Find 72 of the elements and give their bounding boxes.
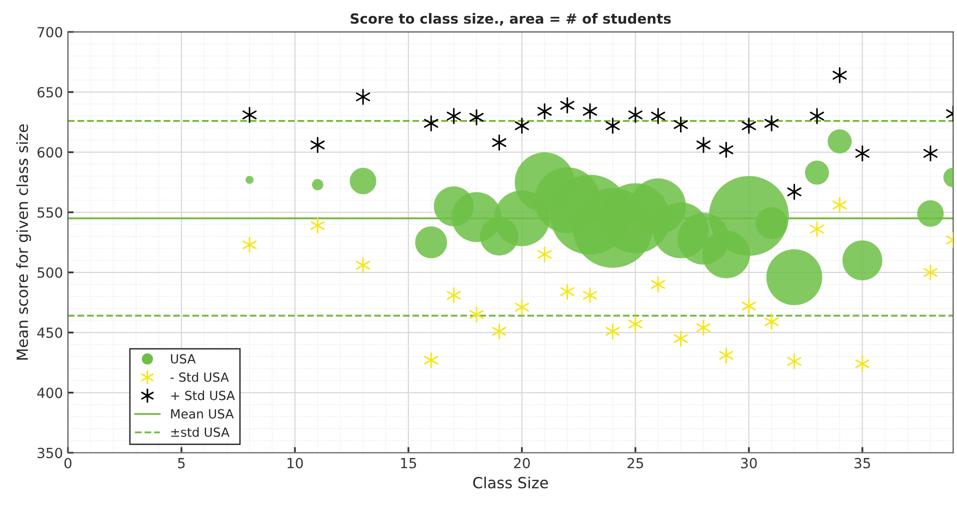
point	[469, 109, 484, 126]
legend-label: + Std USA	[171, 390, 235, 400]
legend-label: USA	[171, 354, 196, 364]
x-tick-label: 20	[514, 458, 530, 468]
point	[582, 103, 598, 120]
x-tick-label: 0	[64, 458, 72, 468]
y-axis-title: Mean score for given class size	[16, 124, 32, 360]
point	[832, 197, 847, 214]
point	[674, 330, 688, 347]
point	[560, 97, 574, 114]
point	[855, 145, 870, 162]
y-tick-label: 650	[38, 87, 62, 98]
point	[674, 116, 688, 133]
point	[356, 88, 370, 105]
legend-label: Mean USA	[171, 409, 234, 419]
point	[310, 136, 325, 154]
point	[787, 184, 802, 200]
x-tick-label: 15	[401, 458, 416, 468]
point	[696, 320, 711, 336]
x-tick-label: 5	[178, 458, 185, 468]
point	[764, 314, 779, 330]
point	[606, 323, 620, 340]
point	[628, 106, 642, 123]
point	[742, 118, 756, 134]
point	[424, 352, 438, 368]
point	[787, 353, 802, 370]
point	[310, 217, 325, 234]
x-tick-label: 10	[288, 458, 303, 468]
y-tick-label: 450	[37, 327, 62, 338]
y-tick-label: 350	[38, 448, 62, 458]
y-tick-label: 700	[38, 26, 62, 38]
point	[514, 118, 529, 134]
point	[855, 356, 870, 372]
point	[764, 115, 779, 132]
x-tick-label: 30	[741, 458, 757, 468]
point	[696, 136, 711, 154]
point	[628, 316, 642, 332]
x-tick-label: 25	[628, 458, 644, 468]
point	[719, 347, 734, 364]
point	[424, 115, 438, 132]
point	[923, 264, 938, 280]
point	[606, 118, 620, 134]
point	[446, 287, 461, 304]
point	[514, 299, 529, 316]
point	[719, 142, 734, 158]
point	[560, 284, 574, 300]
point	[810, 221, 824, 238]
point	[492, 134, 506, 151]
point	[742, 298, 756, 314]
point	[538, 103, 552, 120]
point	[492, 323, 506, 340]
y-tick-label: 600	[38, 147, 62, 158]
legend-label: ±std USA	[171, 427, 230, 437]
y-tick-label: 550	[38, 207, 62, 218]
point	[538, 246, 552, 262]
chart-title: Score to class size., area = # of students	[350, 13, 671, 26]
legend-label: - Std USA	[170, 372, 229, 382]
point	[242, 106, 257, 123]
y-tick-label: 500	[38, 267, 62, 278]
point	[651, 108, 666, 124]
point	[810, 108, 824, 124]
point	[469, 306, 484, 323]
point	[242, 236, 257, 253]
point	[446, 108, 461, 124]
point	[356, 257, 370, 274]
y-tick-label: 400	[37, 388, 62, 398]
point	[832, 67, 847, 84]
point	[582, 287, 598, 304]
point	[651, 276, 666, 292]
x-tick-label: 35	[854, 458, 870, 468]
x-axis-title: Class Size	[473, 476, 548, 488]
point	[923, 145, 938, 162]
